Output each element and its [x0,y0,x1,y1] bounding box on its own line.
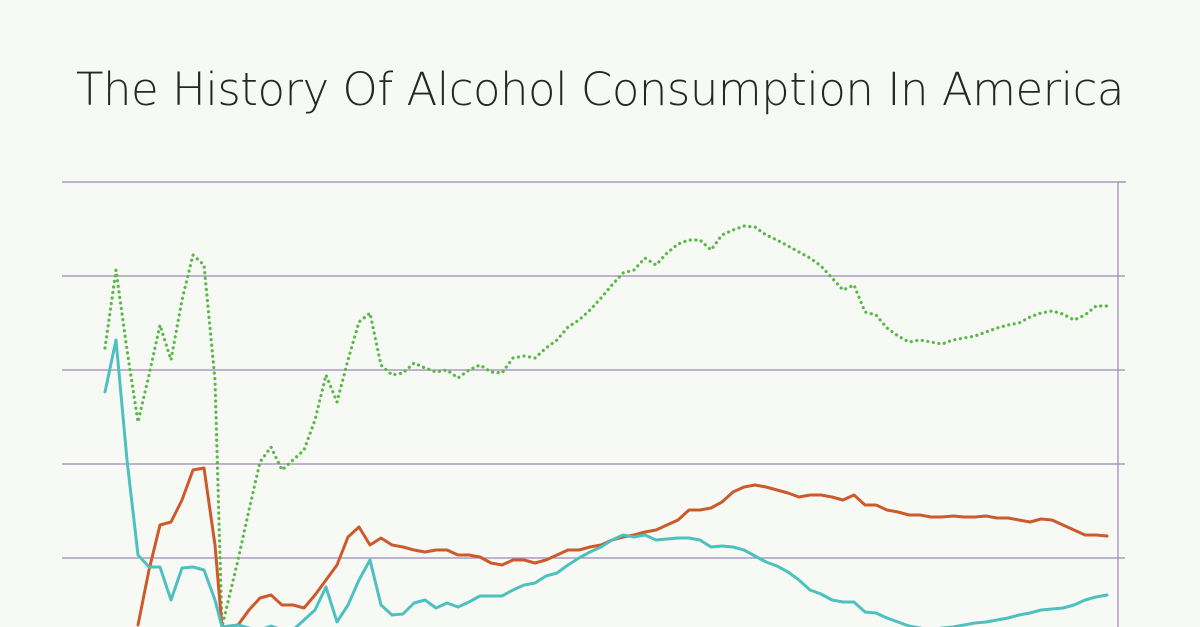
data-line [136,466,1109,627]
data-line [103,224,1109,627]
chart-title: The History Of Alcohol Consumption In Am… [76,63,1124,116]
